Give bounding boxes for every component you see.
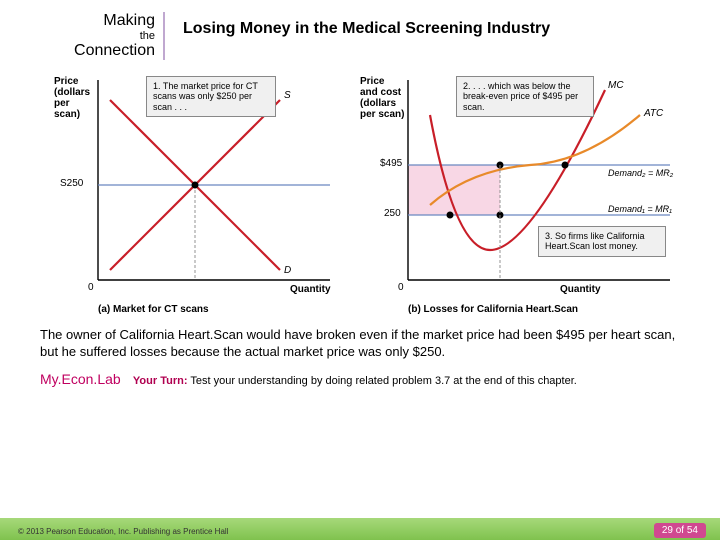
chart-b-caption: (b) Losses for California Heart.Scan	[408, 304, 690, 315]
yourturn-label: Your Turn:	[133, 375, 188, 387]
body-paragraph: The owner of California Heart.Scan would…	[0, 315, 720, 361]
chart-b-ytick-495: $495	[380, 158, 402, 169]
callout-1: 1. The market price for CT scans was onl…	[146, 76, 276, 117]
callout-3: 3. So firms like California Heart.Scan l…	[538, 226, 666, 257]
page-title: Losing Money in the Medical Screening In…	[183, 20, 550, 38]
chart-a-s-label: S	[284, 90, 291, 101]
header: Making the Connection Losing Money in th…	[0, 0, 720, 60]
chart-b-d2-label: Demand₂ = MR₂	[608, 168, 673, 178]
chart-b-mc-label: MC	[608, 80, 624, 91]
chart-b-xlabel: Quantity	[560, 284, 601, 295]
chart-a: Price (dollars per scan) 1. The market p…	[50, 70, 350, 315]
chart-b-ylabel: Price and cost (dollars per scan)	[360, 76, 404, 120]
chart-b-d1-label: Demand₁ = MR₁	[608, 204, 672, 214]
making-text: Making	[70, 12, 155, 30]
chart-a-caption: (a) Market for CT scans	[98, 304, 350, 315]
chart-b-ytick-250: 250	[384, 208, 401, 219]
the-text: the	[70, 30, 155, 42]
chart-a-ytick-250: S250	[60, 178, 83, 189]
chart-a-xlabel: Quantity	[290, 284, 331, 295]
charts-row: Price (dollars per scan) 1. The market p…	[0, 60, 720, 315]
myeconlab-row: My.Econ.Lab Your Turn: Test your underst…	[0, 361, 720, 387]
feature-label: Making the Connection	[70, 12, 165, 60]
chart-a-d-label: D	[284, 265, 291, 276]
chart-a-origin: 0	[88, 282, 94, 293]
footer-copyright: © 2013 Pearson Education, Inc. Publishin…	[18, 527, 228, 536]
chart-b-origin: 0	[398, 282, 404, 293]
chart-a-ylabel: Price (dollars per scan)	[54, 76, 90, 120]
myeconlab-label: My.Econ.Lab	[40, 371, 121, 387]
page-number: 29 of 54	[654, 523, 706, 538]
chart-b: Price and cost (dollars per scan) 2. . .…	[360, 70, 690, 315]
chart-b-atc-label: ATC	[644, 108, 663, 119]
yourturn-text: Test your understanding by doing related…	[190, 375, 576, 387]
callout-2: 2. . . . which was below the break-even …	[456, 76, 594, 117]
connection-text: Connection	[70, 42, 155, 60]
